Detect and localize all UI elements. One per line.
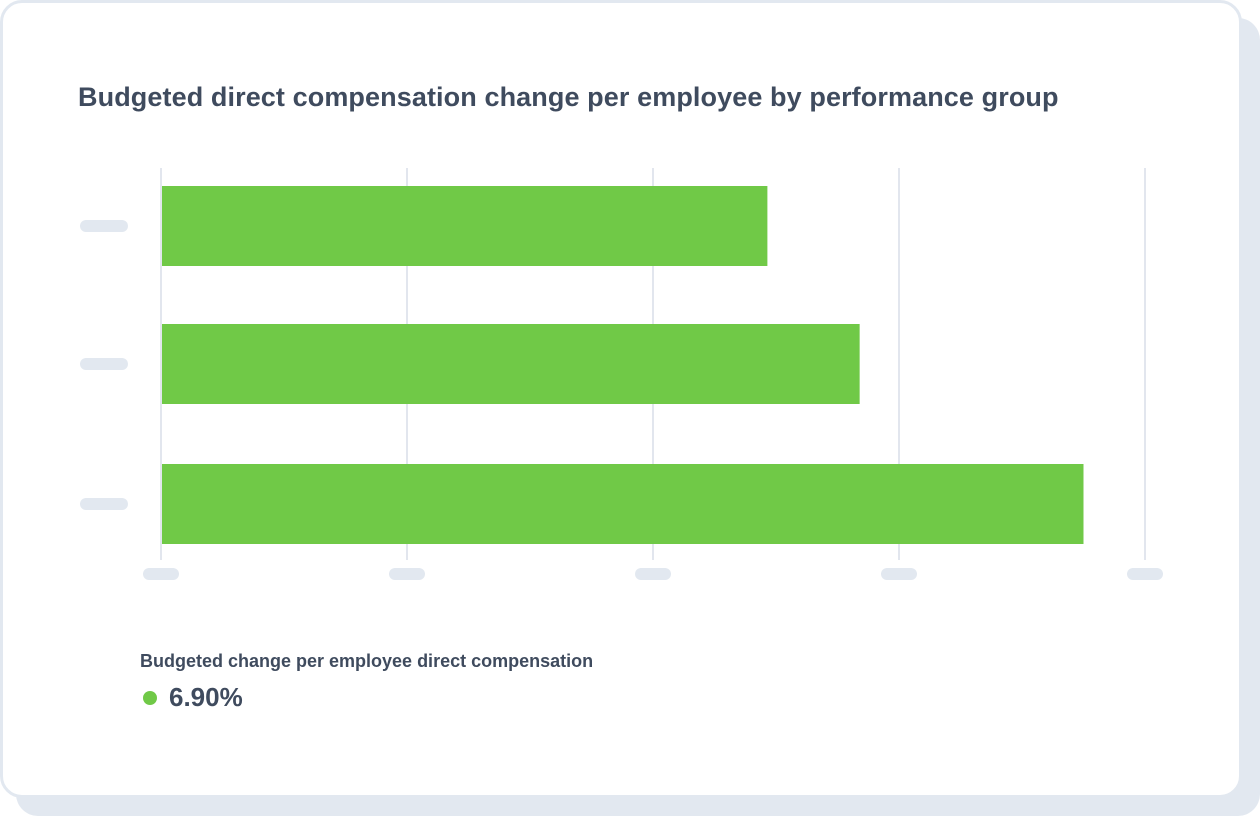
y-category-label-1 [80, 358, 128, 370]
x-tick-label-3 [881, 568, 917, 580]
x-tick-label-1 [389, 568, 425, 580]
y-category-label-0 [80, 220, 128, 232]
legend-label: Budgeted change per employee direct comp… [140, 651, 594, 671]
legend-dot [143, 690, 157, 705]
legend-row: 6.90% [140, 682, 593, 713]
bar-1 [162, 324, 860, 404]
bar-0 [162, 186, 768, 266]
x-tick-label-4 [1127, 568, 1163, 580]
x-tick-label-2 [635, 568, 671, 580]
y-category-label-2 [80, 498, 128, 510]
bar-2 [162, 464, 1084, 544]
chart-title: Budgeted direct compensation change per … [78, 82, 1059, 112]
legend-value: 6.90% [169, 682, 243, 712]
x-tick-label-0 [143, 568, 179, 580]
legend: Budgeted change per employee direct comp… [140, 651, 593, 713]
